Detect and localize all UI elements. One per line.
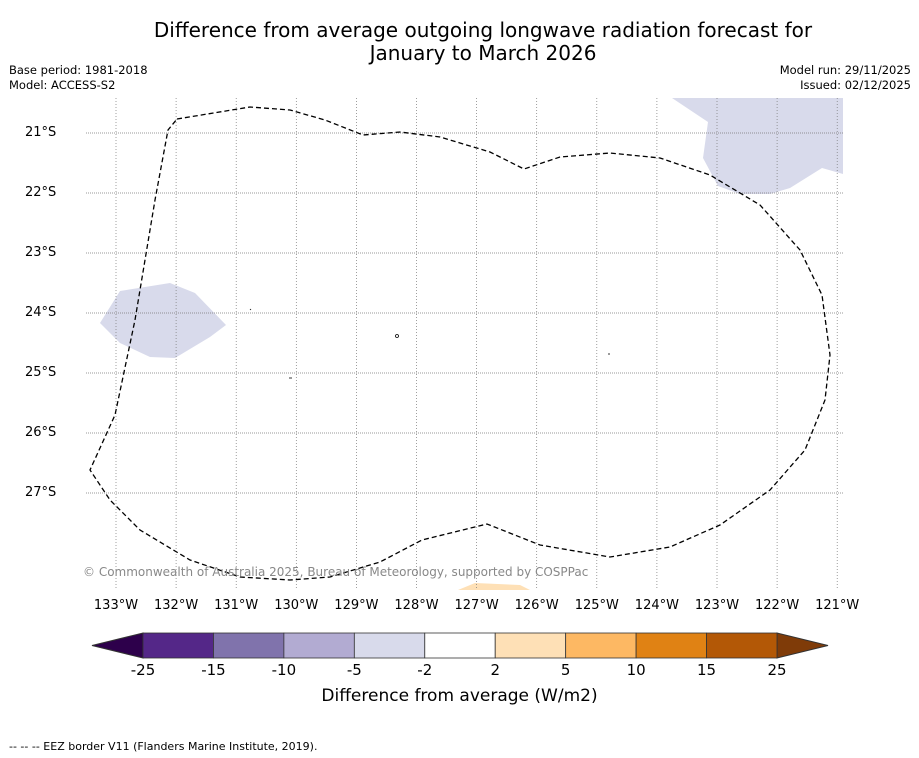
- anomaly-region-negative: [672, 98, 843, 194]
- colorbar-tick-label: -5: [346, 661, 362, 679]
- colorbar-segment: [424, 632, 496, 659]
- colorbar-tick-label: 5: [560, 661, 571, 679]
- map-title: Difference from average outgoing longwav…: [153, 18, 813, 65]
- colorbar-tick-label: 2: [490, 661, 500, 679]
- lon-label: 128°W: [394, 598, 439, 613]
- lon-label: 122°W: [755, 598, 800, 613]
- lon-label: 123°W: [694, 598, 740, 613]
- eez-legend-note: -- -- -- EEZ border V11 (Flanders Marine…: [9, 740, 318, 753]
- islands: [249, 308, 610, 379]
- colorbar-segment: [565, 632, 637, 659]
- lon-label: 132°W: [154, 598, 199, 613]
- colorbar-segment: [706, 632, 778, 659]
- eez-border: [89, 106, 831, 581]
- lat-label: 22°S: [25, 185, 57, 200]
- issued-date: Issued: 02/12/2025: [800, 78, 911, 92]
- colorbar-segment: [213, 632, 285, 659]
- lat-label: 26°S: [25, 425, 57, 440]
- colorbar-over-triangle: [776, 632, 829, 659]
- colorbar-segment: [635, 632, 707, 659]
- graticule: [86, 98, 843, 590]
- lat-label: 24°S: [25, 305, 57, 320]
- lon-label: 121°W: [815, 598, 860, 613]
- colorbar-tick-label: -25: [130, 661, 156, 679]
- colorbar-segment: [283, 632, 355, 659]
- lon-label: 127°W: [454, 598, 499, 613]
- colorbar-label: Difference from average (W/m2): [321, 686, 598, 706]
- lon-label: 125°W: [574, 598, 619, 613]
- colorbar: [91, 632, 829, 659]
- lat-label: 25°S: [25, 365, 57, 380]
- lon-label: 124°W: [634, 598, 679, 613]
- anomaly-region-positive: [458, 583, 530, 590]
- lon-label: 129°W: [334, 598, 379, 613]
- colorbar-tick-label: -15: [201, 661, 226, 679]
- lon-label: 126°W: [514, 598, 559, 613]
- colorbar-segment: [494, 632, 567, 659]
- lat-label: 23°S: [25, 245, 57, 260]
- colorbar-segment: [142, 632, 214, 659]
- colorbar-tick-label: 15: [697, 661, 717, 679]
- colorbar-segment: [353, 632, 426, 659]
- anomaly-region-negative: [100, 283, 226, 358]
- lon-label: 130°W: [274, 598, 319, 613]
- copyright-notice: © Commonwealth of Australia 2025, Bureau…: [83, 565, 589, 579]
- colorbar-tick-label: -10: [271, 661, 297, 679]
- colorbar-tick-label: 10: [626, 661, 646, 679]
- colorbar-under-triangle: [91, 632, 144, 659]
- base-period: Base period: 1981-2018: [9, 63, 148, 77]
- colorbar-tick-label: -2: [417, 661, 433, 679]
- lat-label: 21°S: [25, 125, 57, 140]
- model-name: Model: ACCESS-S2: [9, 78, 116, 92]
- model-run: Model run: 29/11/2025: [779, 63, 911, 77]
- colorbar-tick-label: 25: [767, 661, 787, 679]
- lat-label: 27°S: [25, 485, 57, 500]
- lon-label: 131°W: [214, 598, 259, 613]
- lon-label: 133°W: [93, 598, 139, 613]
